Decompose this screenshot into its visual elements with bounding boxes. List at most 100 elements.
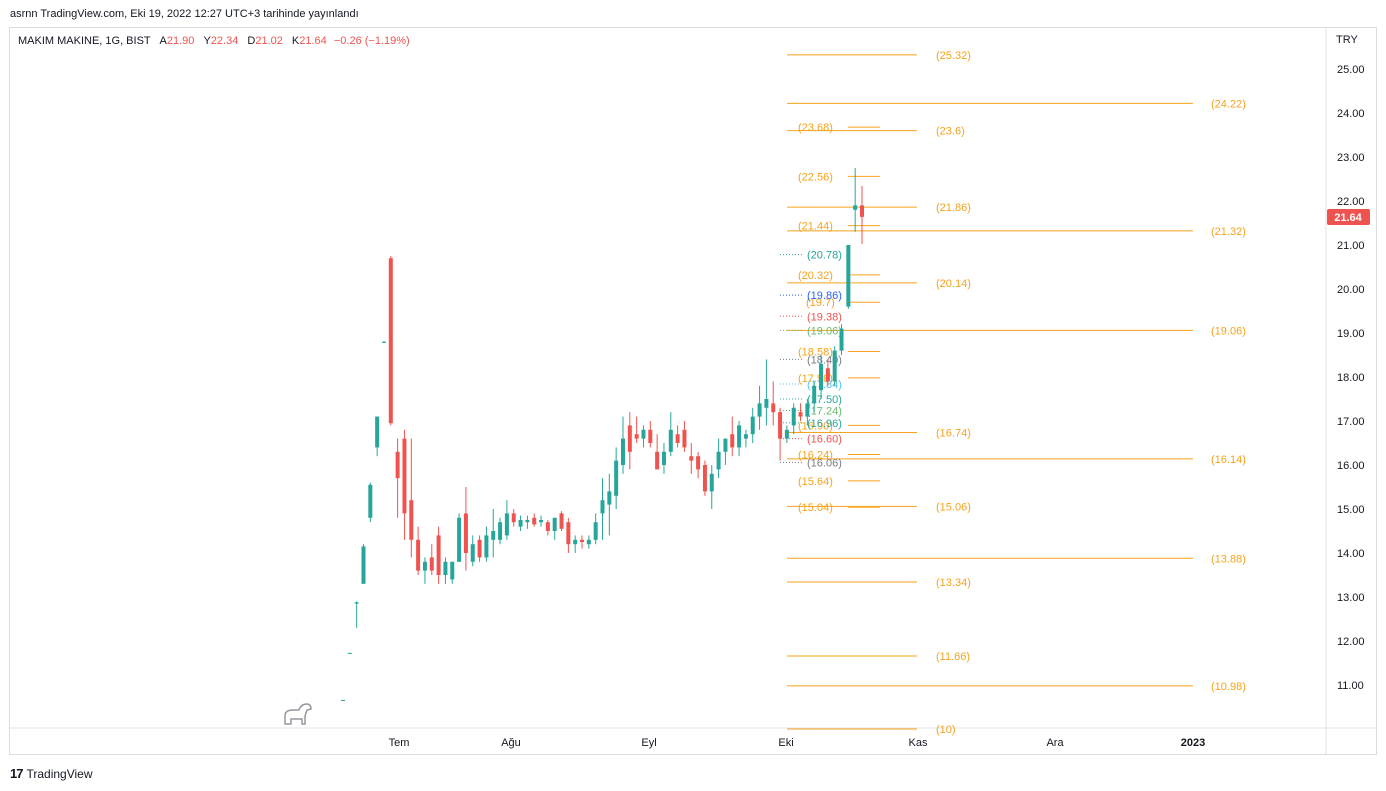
candle-body [757, 403, 762, 417]
candle-body [805, 403, 810, 417]
symbol-name[interactable]: MAKIM MAKINE, 1G, BIST [18, 35, 151, 47]
candles [341, 168, 864, 701]
candle-body [696, 456, 701, 470]
brand-name: TradingView [26, 766, 93, 781]
price-axis[interactable]: 25.00 24.00 23.00 22.00 21.00 20.00 19.00 18.00… [1337, 64, 1365, 692]
time-tick-label: Ara [1046, 737, 1064, 749]
orange-level-label: (21.86) [936, 202, 971, 214]
candle-body [614, 460, 619, 496]
candle-body [620, 438, 625, 465]
candle-body [443, 561, 448, 575]
candle-body [477, 539, 482, 558]
candle-body [375, 416, 380, 448]
time-tick-label: 2023 [1181, 737, 1205, 749]
orange-level-label: (15.04) [798, 502, 833, 514]
chart-frame [9, 27, 1377, 755]
orange-level-label: (20.32) [798, 270, 833, 282]
candle-body [368, 484, 373, 518]
candle-body [784, 429, 789, 439]
orange-level-label: (15.06) [936, 501, 971, 513]
price-tick-label: 12.00 [1337, 636, 1365, 648]
candle-body [832, 350, 837, 382]
price-tick-label: 25.00 [1337, 64, 1365, 76]
open-value: 21.90 [166, 35, 195, 47]
candle-body [743, 434, 748, 439]
orange-level-label: (19.06) [1211, 325, 1246, 337]
dotted-level-label: (19.38) [807, 311, 842, 323]
orange-level-label: (22.56) [798, 171, 833, 183]
high-label: Y [203, 35, 211, 47]
candle-body [798, 412, 803, 417]
candle-body [791, 407, 796, 426]
candle-body [539, 520, 544, 523]
time-tick-label: Eyl [641, 737, 656, 749]
candle-body [409, 500, 414, 540]
candle-body [593, 522, 598, 540]
candle-body [429, 557, 434, 571]
tradingview-logo-icon: 17 [10, 766, 24, 781]
candle-body [525, 520, 530, 523]
candle-body [737, 425, 742, 448]
candle-body [839, 328, 844, 351]
orange-level-label: (20.14) [936, 278, 971, 290]
price-tick-label: 19.00 [1337, 328, 1365, 340]
last-price-tag [1327, 209, 1370, 225]
price-tick-label: 15.00 [1337, 504, 1365, 516]
orange-level-label: (15.64) [798, 476, 833, 488]
candle-body [586, 539, 591, 545]
price-tick-label: 24.00 [1337, 108, 1365, 120]
candle-body [846, 245, 851, 307]
candle-body [778, 412, 783, 439]
open-label: A [159, 35, 167, 47]
candle-body [819, 363, 824, 391]
time-tick-label: Kas [909, 737, 928, 749]
candle-body [566, 522, 571, 545]
orange-level-label: (11.66) [936, 651, 970, 663]
candle-body [661, 451, 666, 465]
candle-body [354, 602, 359, 604]
dotted-level-label: (20.78) [807, 250, 842, 262]
price-tick-label: 20.00 [1337, 284, 1365, 296]
candle-body [853, 205, 858, 210]
time-tick-label: Eki [778, 737, 793, 749]
orange-level-label: (10) [936, 724, 956, 736]
orange-level-label: (16.74) [936, 427, 971, 439]
dotted-level-label: (16.06) [807, 457, 842, 469]
price-tick-label: 22.00 [1337, 196, 1365, 208]
price-tick-label: 21.00 [1337, 240, 1365, 252]
candle-body [341, 699, 345, 701]
change-value: −0.26 (−1.19%) [333, 35, 410, 47]
orange-level-label: (21.32) [1211, 226, 1246, 238]
orange-level-label: (19.7) [806, 297, 835, 309]
dotted-level-label: (16.60) [807, 434, 842, 446]
candle-body [457, 517, 462, 562]
candle-body [450, 561, 455, 580]
candle-body [484, 535, 489, 558]
publish-info: asrnn TradingView.com, Eki 19, 2022 12:2… [10, 8, 359, 20]
candle-body [545, 522, 550, 531]
currency-label[interactable]: TRY [1336, 34, 1358, 46]
candle-body [436, 535, 441, 575]
close-label: K [291, 35, 300, 47]
orange-level-label: (23.68) [798, 122, 833, 134]
candle-body [627, 425, 632, 452]
dotted-level-label: (16.96) [807, 418, 842, 430]
orange-level-label: (16.90) [798, 420, 833, 432]
candle-body [668, 429, 673, 452]
candle-body [702, 465, 707, 492]
candle-body [498, 522, 503, 540]
low-value: 21.02 [255, 35, 283, 47]
candle-body [771, 403, 776, 413]
price-tick-label: 23.00 [1337, 152, 1365, 164]
symbol-legend: MAKIM MAKINE, 1G, BIST A21.90 Y22.34 D21… [18, 35, 410, 47]
tradingview-brand[interactable]: 17 TradingView [10, 766, 93, 781]
candle-body [347, 652, 352, 654]
orange-level-label: (18.58) [798, 346, 833, 358]
time-axis[interactable]: Tem Ağu Eyl Eki Kas Ara 2023 [389, 737, 1206, 749]
level-lines: (25.32) (24.22) (23.68) (23.6) (22.56) (21.86… [780, 50, 1246, 736]
dotted-level-label: (19.86) [807, 290, 842, 302]
candle-body [388, 258, 393, 424]
price-tick-label: 18.00 [1337, 372, 1365, 384]
candle-body [634, 434, 639, 439]
